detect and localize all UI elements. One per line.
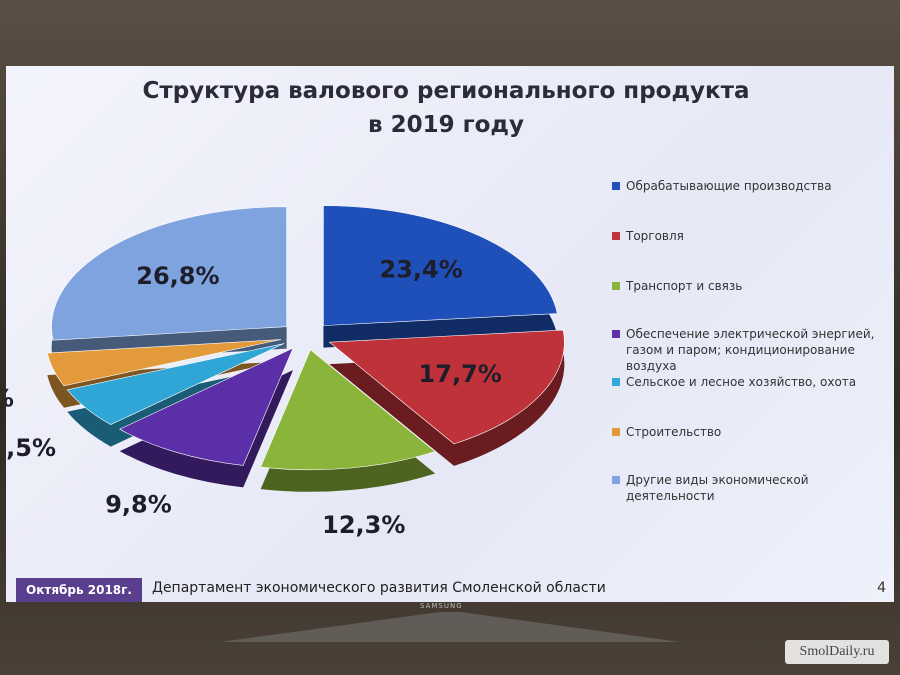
legend-entry: Обеспечение электрической энергией, газо… — [612, 326, 876, 374]
legend-swatch — [612, 282, 620, 290]
footer-department: Департамент экономического развития Смол… — [152, 580, 606, 596]
footer-date: Октябрь 2018г. — [16, 578, 142, 602]
legend-entry: Строительство — [612, 424, 876, 440]
slice — [323, 205, 558, 326]
legend-entry: Торговля — [612, 228, 876, 244]
tv-stand — [220, 612, 680, 642]
value-label: 9,8% — [105, 490, 172, 518]
legend-label: Обеспечение электрической энергией, газо… — [626, 327, 875, 373]
legend-label: Транспорт и связь — [626, 279, 743, 293]
watermark: SmolDaily.ru — [785, 640, 889, 664]
slice — [66, 343, 285, 425]
value-label: 17,7% — [419, 360, 502, 388]
legend-label: Строительство — [626, 425, 722, 439]
slice — [260, 349, 436, 471]
value-label: 26,8% — [136, 262, 219, 290]
legend-swatch — [612, 330, 620, 338]
chart: Структура валового регионального продукт… — [6, 78, 750, 539]
legend-swatch — [612, 182, 620, 190]
legend-label: Обрабатывающие производства — [626, 179, 832, 193]
page-number: 4 — [877, 580, 886, 596]
chart-title: Структура валового регионального продукт… — [143, 78, 750, 104]
value-label: 4,5% — [6, 384, 14, 412]
legend-entry: Транспорт и связь — [612, 278, 876, 294]
slice — [328, 329, 565, 445]
legend-label: Торговля — [626, 229, 684, 243]
legend-entry: Другие виды экономической деятельности — [612, 472, 876, 504]
legend-swatch — [612, 378, 620, 386]
value-label: 5,5% — [6, 434, 56, 462]
legend-label: Другие виды экономической деятельности — [626, 473, 809, 503]
legend-entry: Сельское и лесное хозяйство, охота — [612, 374, 876, 390]
value-label: 23,4% — [380, 255, 463, 283]
tv-brand: SAMSUNG — [420, 602, 463, 610]
screen: Структура валового регионального продукт… — [6, 66, 894, 602]
slice — [46, 339, 281, 387]
slice — [51, 206, 287, 341]
legend-swatch — [612, 428, 620, 436]
slice — [119, 347, 294, 466]
value-label: 12,3% — [322, 511, 405, 539]
chart-title: в 2019 году — [368, 112, 524, 138]
legend-swatch — [612, 232, 620, 240]
legend-entry: Обрабатывающие производства — [612, 178, 876, 194]
legend-swatch — [612, 476, 620, 484]
legend-label: Сельское и лесное хозяйство, охота — [626, 375, 857, 389]
footer: Октябрь 2018г. Департамент экономическог… — [6, 572, 894, 602]
